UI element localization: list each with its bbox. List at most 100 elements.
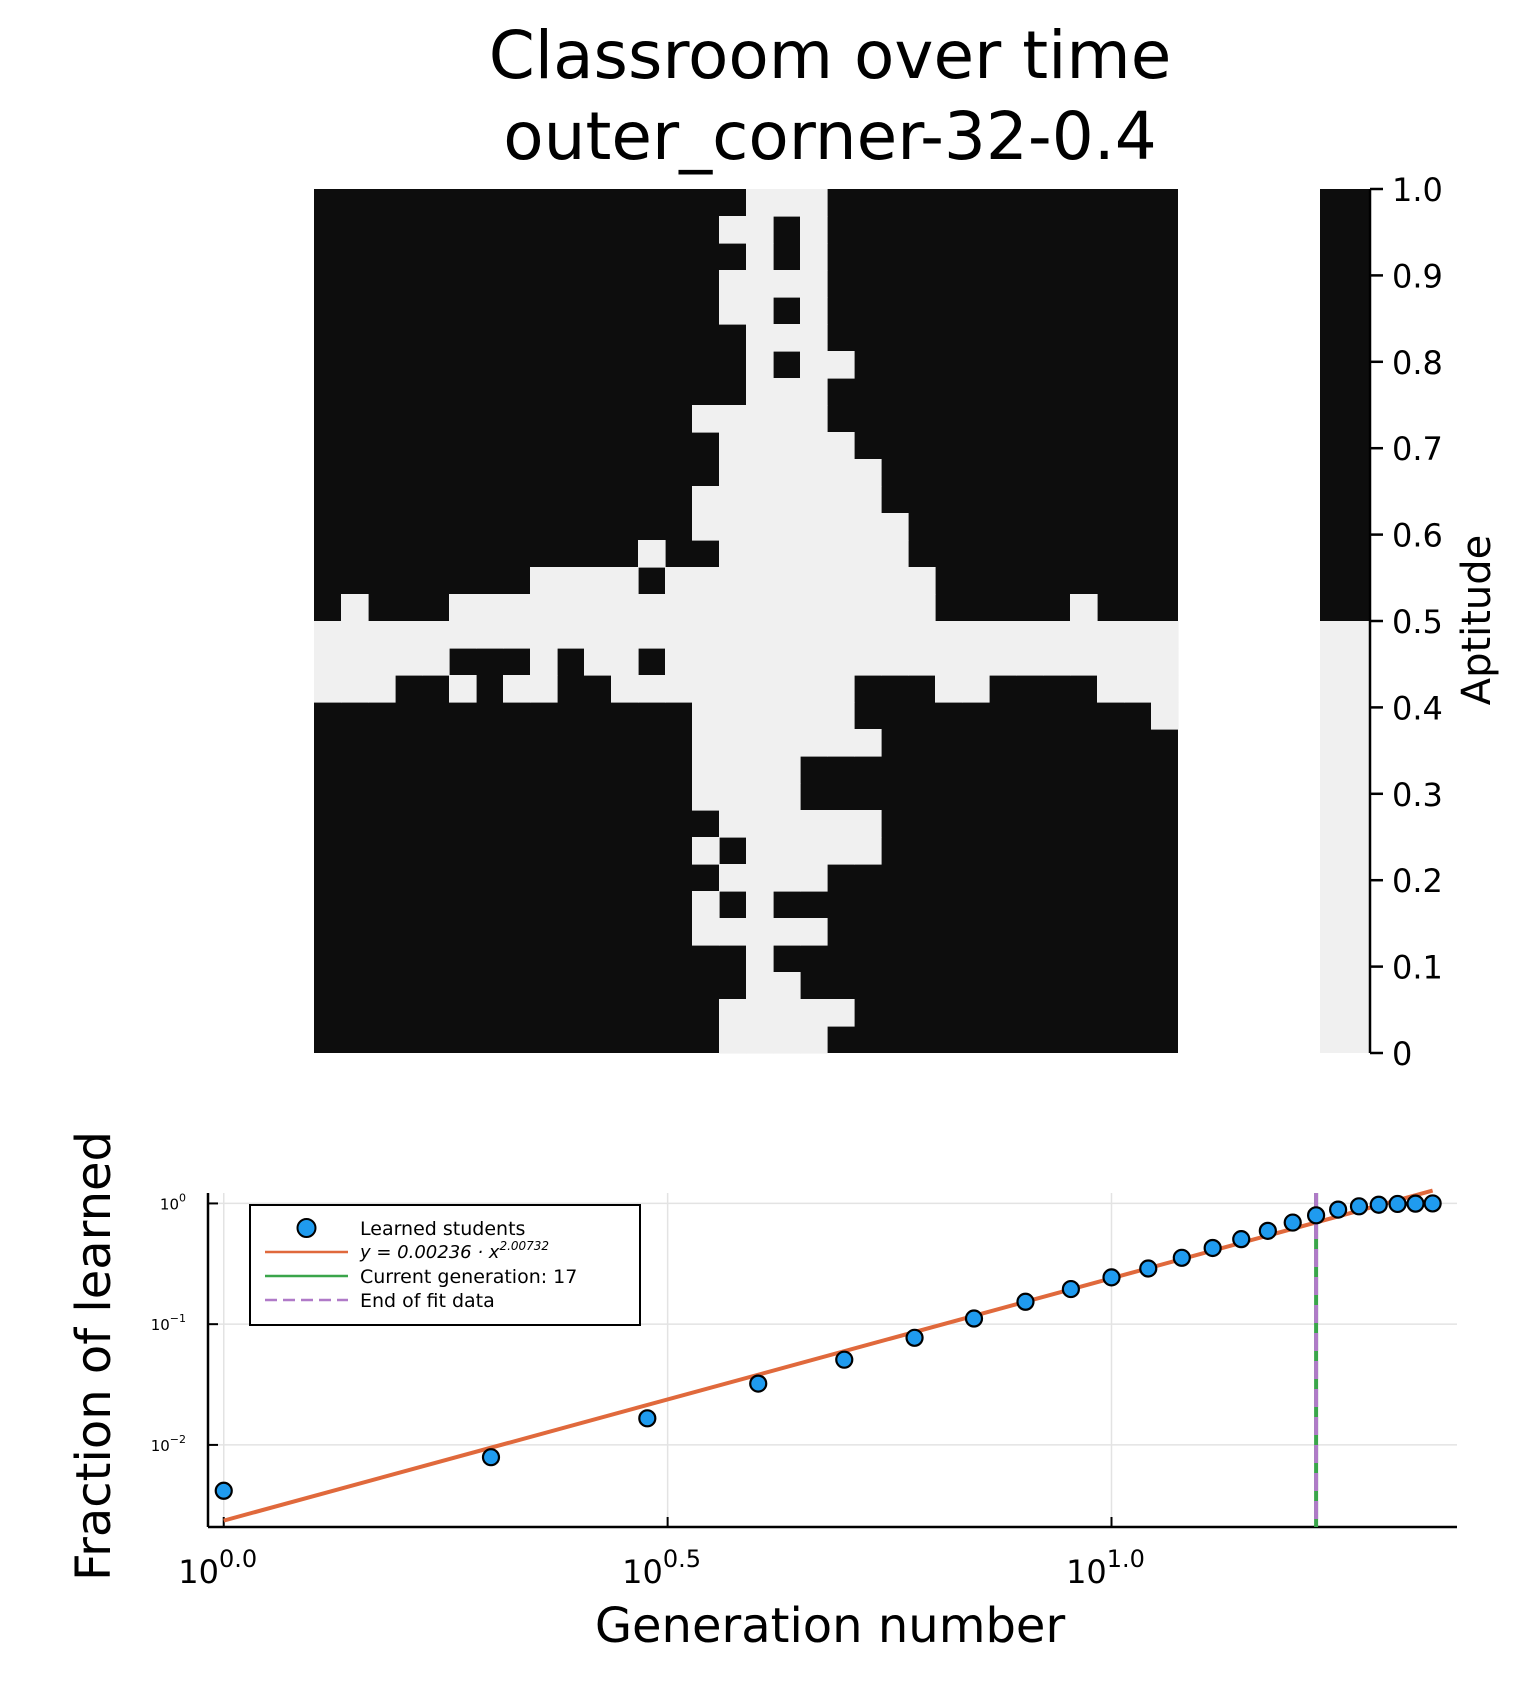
data-point <box>1258 1221 1277 1240</box>
heatmap-cell <box>908 648 936 676</box>
heatmap-cell <box>719 918 747 946</box>
plot-gridlines <box>208 1193 1457 1527</box>
data-point <box>1283 1213 1302 1232</box>
colorbar-high-segment <box>1320 189 1370 621</box>
heatmap-cell <box>746 486 774 514</box>
heatmap-cell <box>773 675 801 703</box>
heatmap-cell <box>881 621 909 649</box>
heatmap-cell <box>800 351 828 379</box>
heatmap-cell <box>341 675 369 703</box>
heatmap-cell <box>800 999 828 1027</box>
data-point <box>638 1409 657 1428</box>
heatmap-cell <box>800 567 828 595</box>
heatmap-cell <box>746 540 774 568</box>
heatmap-cell <box>827 459 855 487</box>
colorbar-tick-label: 0.9 <box>1392 257 1443 295</box>
heatmap-cell <box>395 648 423 676</box>
heatmap-cell <box>827 486 855 514</box>
heatmap-cell <box>638 621 666 649</box>
heatmap-cell <box>692 783 720 811</box>
heatmap-cell <box>1070 648 1098 676</box>
heatmap-cell <box>854 648 882 676</box>
heatmap-cell <box>800 243 828 271</box>
data-point <box>905 1328 924 1347</box>
heatmap-cell <box>692 513 720 541</box>
heatmap-cell <box>746 783 774 811</box>
heatmap-cell <box>719 270 747 298</box>
heatmap-cell <box>692 837 720 865</box>
heatmap-cell <box>611 648 639 676</box>
heatmap-cell <box>719 702 747 730</box>
heatmap-cell <box>773 783 801 811</box>
heatmap-cell <box>800 837 828 865</box>
heatmap-cell <box>719 486 747 514</box>
heatmap-cell <box>368 675 396 703</box>
data-point <box>1388 1194 1407 1214</box>
heatmap-cell <box>314 648 342 676</box>
heatmap-cell <box>800 324 828 352</box>
data-point <box>1306 1206 1326 1225</box>
legend-marker-points <box>296 1218 317 1238</box>
heatmap-cell <box>449 621 477 649</box>
heatmap-cell <box>800 216 828 244</box>
heatmap-cell <box>827 999 855 1027</box>
heatmap-cell <box>1016 621 1044 649</box>
heatmap-cell <box>422 648 450 676</box>
heatmap-cell <box>773 540 801 568</box>
heatmap-cell <box>935 675 963 703</box>
data-point <box>1061 1279 1080 1299</box>
heatmap-cell <box>611 675 639 703</box>
heatmap-cell <box>368 648 396 676</box>
heatmap-cell <box>719 675 747 703</box>
data-point <box>1406 1194 1425 1213</box>
heatmap-cell <box>773 621 801 649</box>
heatmap-cell <box>1151 675 1179 703</box>
heatmap-cell <box>827 351 855 379</box>
heatmap-cell <box>908 621 936 649</box>
heatmap-cell <box>881 567 909 595</box>
heatmap-cell <box>1043 648 1071 676</box>
heatmap-cell <box>530 594 558 622</box>
heatmap-cell <box>881 513 909 541</box>
heatmap-cell <box>638 675 666 703</box>
heatmap-cell <box>719 567 747 595</box>
heatmap-cell <box>773 702 801 730</box>
legend-label-end-fit: End of fit data <box>360 1290 495 1312</box>
heatmap-cell <box>719 621 747 649</box>
heatmap-cell <box>773 999 801 1027</box>
colorbar <box>1320 189 1372 1053</box>
heatmap-cell <box>314 621 342 649</box>
heatmap-cell <box>800 918 828 946</box>
heatmap-cell <box>746 216 774 244</box>
heatmap-cell <box>503 621 531 649</box>
chart-subtitle: outer_corner-32-0.4 <box>503 98 1156 175</box>
heatmap-cell <box>746 1026 774 1054</box>
legend-label-points: Learned students <box>360 1218 525 1240</box>
heatmap-cell <box>773 648 801 676</box>
heatmap-cell <box>800 810 828 838</box>
heatmap-cell <box>530 621 558 649</box>
heatmap-cell <box>800 702 828 730</box>
heatmap-cell <box>1124 648 1152 676</box>
heatmap-cell <box>503 594 531 622</box>
heatmap-cell <box>395 621 423 649</box>
heatmap-cell <box>746 810 774 838</box>
heatmap-cell <box>476 594 504 622</box>
heatmap-cell <box>1151 621 1179 649</box>
heatmap-cell <box>1070 594 1098 622</box>
heatmap-cell <box>746 405 774 433</box>
data-point <box>214 1481 233 1500</box>
heatmap-cell <box>314 675 342 703</box>
heatmap-cell <box>827 432 855 460</box>
data-point <box>1172 1248 1191 1267</box>
heatmap-cell <box>773 270 801 298</box>
heatmap-cell <box>800 405 828 433</box>
data-point <box>1016 1292 1035 1311</box>
heatmap-cell <box>1070 621 1098 649</box>
heatmap-cell <box>719 459 747 487</box>
heatmap-cell <box>773 756 801 784</box>
heatmap-cell <box>800 648 828 676</box>
heatmap-cell <box>746 270 774 298</box>
data-point <box>1139 1259 1158 1278</box>
